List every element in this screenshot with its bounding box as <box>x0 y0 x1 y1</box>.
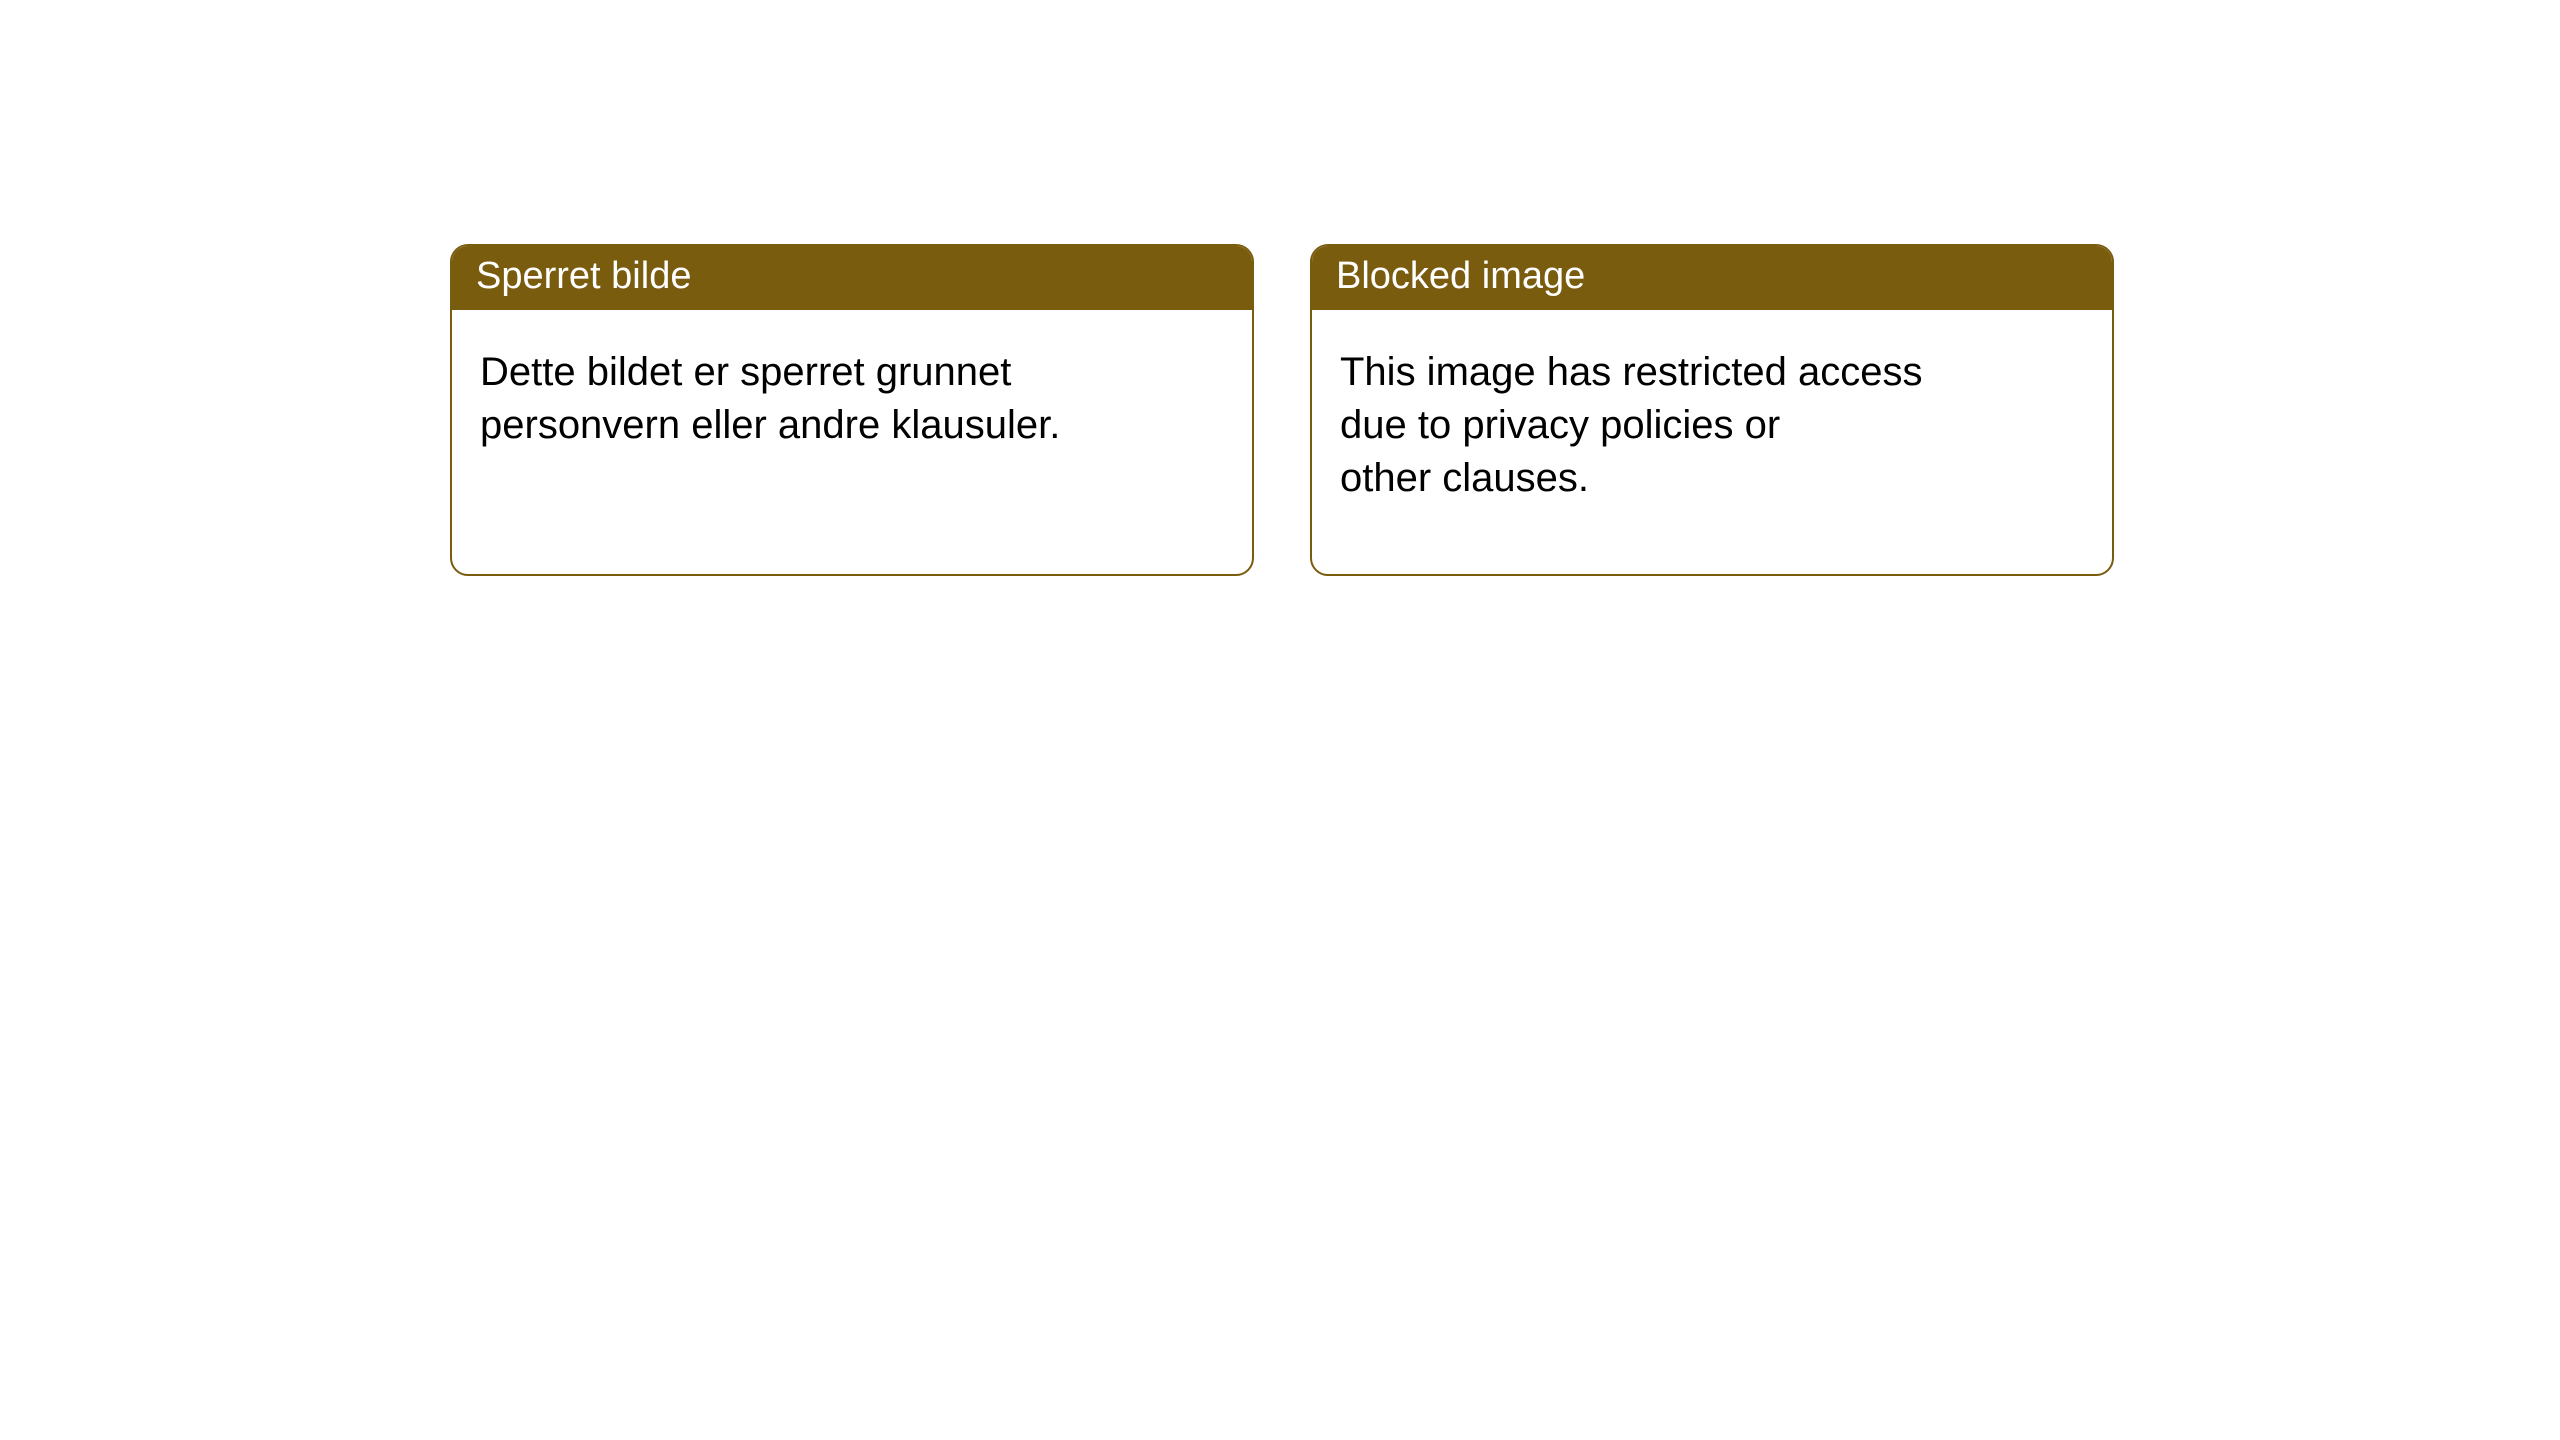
card-body-text-english: This image has restricted access due to … <box>1340 346 2084 506</box>
card-header-norwegian: Sperret bilde <box>452 246 1252 310</box>
blocked-image-card-english: Blocked image This image has restricted … <box>1310 244 2114 576</box>
card-title-english: Blocked image <box>1336 255 1585 297</box>
notice-container: Sperret bilde Dette bildet er sperret gr… <box>0 0 2560 576</box>
card-body-norwegian: Dette bildet er sperret grunnet personve… <box>452 310 1252 488</box>
card-body-text-norwegian: Dette bildet er sperret grunnet personve… <box>480 346 1224 452</box>
card-body-english: This image has restricted access due to … <box>1312 310 2112 542</box>
blocked-image-card-norwegian: Sperret bilde Dette bildet er sperret gr… <box>450 244 1254 576</box>
card-header-english: Blocked image <box>1312 246 2112 310</box>
card-title-norwegian: Sperret bilde <box>476 255 691 297</box>
